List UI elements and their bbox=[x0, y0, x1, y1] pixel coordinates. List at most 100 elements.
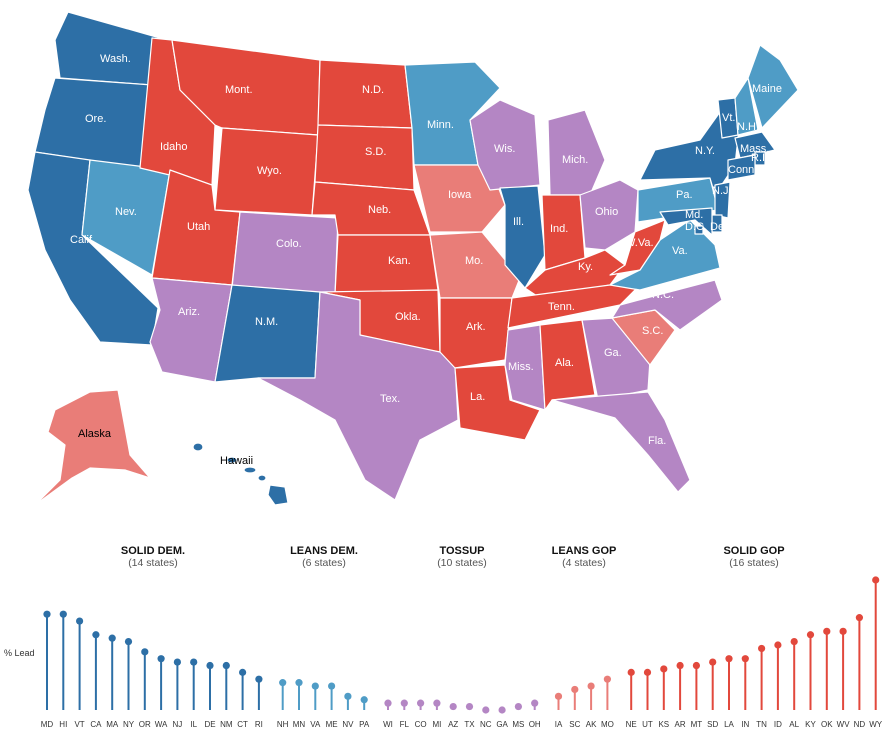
label-co: Colo. bbox=[276, 238, 302, 250]
label-ct: Conn. bbox=[728, 164, 757, 176]
dot-ia[interactable] bbox=[554, 692, 563, 700]
state-ct[interactable] bbox=[727, 154, 756, 181]
tick-md: MD bbox=[41, 720, 54, 729]
label-me: Maine bbox=[752, 83, 782, 95]
state-me[interactable] bbox=[747, 44, 799, 129]
dot-wy[interactable] bbox=[872, 576, 880, 584]
label-in: Ind. bbox=[550, 223, 568, 235]
dot-il[interactable] bbox=[190, 658, 198, 666]
label-mo: Mo. bbox=[465, 255, 483, 267]
dot-ny[interactable] bbox=[124, 637, 133, 646]
tick-oh: OH bbox=[529, 720, 541, 729]
dot-nm[interactable] bbox=[222, 661, 230, 670]
tick-wi: WI bbox=[383, 720, 393, 729]
dot-tn[interactable] bbox=[758, 644, 766, 653]
dot-wa[interactable] bbox=[157, 655, 165, 663]
dot-ky[interactable] bbox=[806, 631, 815, 639]
tick-me: ME bbox=[326, 720, 338, 729]
dot-pa[interactable] bbox=[360, 696, 368, 704]
dot-ar[interactable] bbox=[676, 661, 684, 670]
state-ks[interactable] bbox=[334, 234, 439, 296]
dot-wv[interactable] bbox=[839, 627, 847, 635]
tick-ut: UT bbox=[642, 720, 653, 729]
dot-nc[interactable] bbox=[482, 706, 490, 714]
state-ar[interactable] bbox=[439, 297, 513, 369]
dot-la[interactable] bbox=[725, 655, 733, 663]
state-tn[interactable] bbox=[507, 284, 641, 329]
label-nh: N.H. bbox=[737, 121, 759, 133]
state-ak[interactable] bbox=[34, 389, 151, 506]
dot-ak[interactable] bbox=[587, 682, 595, 690]
dot-ut[interactable] bbox=[643, 668, 652, 676]
dot-vt[interactable] bbox=[76, 617, 84, 625]
dot-ne[interactable] bbox=[627, 668, 635, 676]
state-ga[interactable] bbox=[581, 317, 651, 401]
dot-mn[interactable] bbox=[295, 679, 303, 687]
dot-va[interactable] bbox=[311, 682, 319, 690]
state-ia[interactable] bbox=[413, 164, 506, 233]
dot-ri[interactable] bbox=[255, 675, 263, 683]
dot-ca[interactable] bbox=[92, 631, 100, 639]
state-fl[interactable] bbox=[551, 391, 691, 493]
state-dc[interactable] bbox=[694, 225, 704, 235]
dot-ok[interactable] bbox=[823, 627, 831, 635]
dot-me[interactable] bbox=[328, 682, 336, 690]
state-tx[interactable] bbox=[257, 291, 459, 501]
dot-ma[interactable] bbox=[108, 634, 116, 642]
tick-ne: NE bbox=[626, 720, 637, 729]
tick-ga: GA bbox=[496, 720, 508, 729]
tick-nv: NV bbox=[342, 720, 354, 729]
state-nc[interactable] bbox=[611, 279, 723, 331]
dot-wi[interactable] bbox=[384, 699, 392, 707]
label-ny: N.Y. bbox=[695, 145, 715, 157]
dot-mt[interactable] bbox=[692, 661, 701, 670]
dot-fl[interactable] bbox=[400, 699, 408, 707]
category-leans-gop: LEANS GOP (4 states) bbox=[552, 545, 617, 569]
dot-hi[interactable] bbox=[59, 610, 67, 618]
dot-nh[interactable] bbox=[279, 679, 287, 687]
label-mn: Minn. bbox=[427, 119, 454, 131]
dot-or[interactable] bbox=[141, 648, 149, 656]
state-co[interactable] bbox=[231, 211, 339, 296]
tick-mi: MI bbox=[432, 720, 441, 729]
dot-md[interactable] bbox=[43, 610, 51, 618]
dot-in[interactable] bbox=[741, 655, 749, 663]
state-nm[interactable] bbox=[214, 284, 321, 383]
dot-ms[interactable] bbox=[514, 702, 523, 711]
dot-sc[interactable] bbox=[571, 685, 579, 694]
state-hi[interactable] bbox=[192, 442, 289, 506]
dot-az[interactable] bbox=[449, 702, 457, 711]
dot-ks[interactable] bbox=[660, 665, 668, 673]
dot-ct[interactable] bbox=[239, 668, 247, 676]
state-wa[interactable] bbox=[54, 11, 161, 86]
dot-nj[interactable] bbox=[173, 658, 181, 666]
label-dc: D.C. bbox=[685, 221, 707, 233]
dot-mo[interactable] bbox=[603, 675, 612, 683]
dot-ga[interactable] bbox=[498, 706, 506, 714]
label-ia: Iowa bbox=[448, 189, 472, 201]
state-mi[interactable] bbox=[547, 109, 606, 196]
dot-mi[interactable] bbox=[433, 699, 441, 707]
dot-sd[interactable] bbox=[709, 658, 717, 666]
dot-nd[interactable] bbox=[855, 614, 864, 622]
tick-ri: RI bbox=[255, 720, 263, 729]
label-ks: Kan. bbox=[388, 255, 411, 267]
y-axis-label: % Lead bbox=[4, 648, 35, 658]
label-ma: Mass. bbox=[740, 143, 769, 155]
dot-de[interactable] bbox=[206, 661, 214, 670]
state-nj[interactable] bbox=[714, 181, 731, 219]
dot-al[interactable] bbox=[790, 637, 798, 646]
dot-id[interactable] bbox=[774, 641, 782, 649]
state-mo[interactable] bbox=[429, 231, 521, 299]
dot-oh[interactable] bbox=[531, 699, 539, 707]
dot-nv[interactable] bbox=[344, 692, 352, 700]
tick-ks: KS bbox=[658, 720, 669, 729]
dot-co[interactable] bbox=[417, 699, 425, 707]
state-ms[interactable] bbox=[504, 324, 546, 411]
dot-tx[interactable] bbox=[465, 702, 474, 711]
state-nh[interactable] bbox=[734, 77, 759, 136]
us-map: Wash. Ore. Calif. Nev. Idaho Mont. Wyo. … bbox=[27, 11, 799, 506]
tick-ca: CA bbox=[90, 720, 102, 729]
state-al[interactable] bbox=[539, 319, 596, 411]
state-wi[interactable] bbox=[469, 99, 541, 191]
